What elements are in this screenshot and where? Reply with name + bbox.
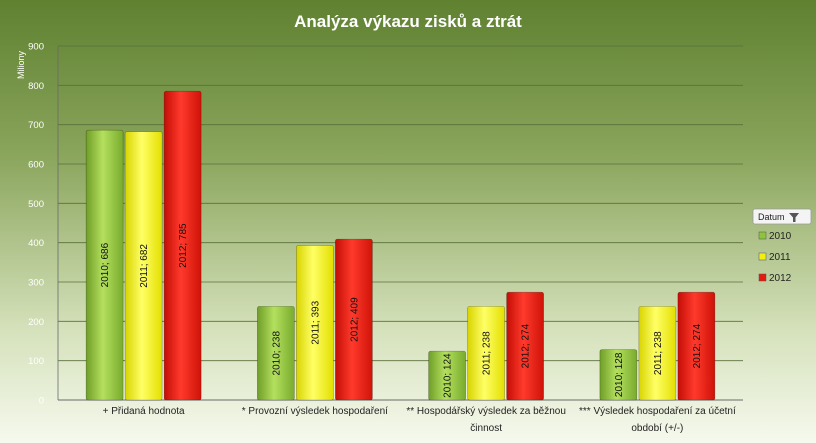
legend-swatch (758, 273, 767, 282)
data-label: 2010; 128 (614, 352, 625, 397)
bar-2012 (335, 238, 373, 401)
legend-label: 2010 (769, 231, 792, 242)
data-label: 2011; 238 (482, 331, 493, 375)
x-tick-label: *** Výsledek hospodaření za účetní (579, 406, 736, 417)
data-label: 2011; 238 (653, 331, 664, 375)
data-label: 2011; 682 (139, 244, 150, 288)
legend-swatch (758, 252, 767, 261)
bar-2011 (638, 306, 677, 401)
legend-label: 2011 (769, 252, 791, 263)
y-tick-label: 200 (28, 317, 44, 328)
legend-label: 2012 (769, 273, 792, 284)
data-label: 2010; 686 (100, 242, 111, 287)
x-tick-label: * Provozní výsledek hospodaření (242, 406, 388, 417)
x-tick-label: období (+/-) (631, 423, 683, 434)
y-tick-label: 0 (39, 396, 44, 407)
x-tick-label: + Přidaná hodnota (103, 406, 185, 417)
legend-swatch (758, 231, 767, 240)
data-label: 2011; 393 (310, 300, 321, 344)
data-label: 2010; 238 (271, 331, 282, 376)
filter-icon (789, 213, 799, 222)
x-tick-label: ** Hospodářský výsledek za běžnou (406, 406, 566, 417)
legend: Datum 2010 2011 2012 (752, 208, 812, 284)
x-tick-label: činnost (470, 423, 502, 434)
legend-item-2010: 2010 (758, 231, 792, 242)
y-tick-label: 100 (28, 356, 44, 367)
data-labels: 2010; 686 2011; 682 2012; 785 2010; 238 2011… (100, 223, 703, 398)
data-label: 2012; 785 (178, 223, 189, 268)
data-label: 2012; 274 (692, 323, 703, 368)
y-tick-label: 300 (28, 278, 44, 289)
bar-2011 (296, 245, 334, 401)
bar-2010 (85, 129, 124, 401)
y-tick-label: 400 (28, 238, 44, 249)
bar-2010 (428, 350, 466, 401)
y-axis-label: Miliony (16, 51, 26, 80)
bar-2012 (506, 291, 544, 401)
data-label: 2010; 124 (443, 353, 454, 398)
legend-item-2011: 2011 (758, 252, 791, 263)
legend-filter-button[interactable]: Datum (752, 208, 812, 225)
y-tick-labels: 0 100 200 300 400 500 600 700 800 900 (28, 42, 44, 407)
bar-2012 (163, 90, 202, 401)
bar-2010 (599, 349, 638, 401)
chart-title: Analýza výkazu zisků a ztrát (294, 12, 522, 31)
bar-2011 (124, 131, 163, 401)
data-label: 2012; 409 (349, 297, 360, 342)
y-tick-label: 600 (28, 160, 44, 171)
y-tick-label: 900 (28, 42, 44, 53)
y-tick-label: 500 (28, 199, 44, 210)
x-tick-labels: + Přidaná hodnota * Provozní výsledek hos… (103, 406, 736, 434)
bar-2012 (677, 291, 716, 401)
legend-header-label: Datum (758, 212, 785, 222)
bar-2011 (467, 306, 505, 401)
bars (85, 90, 716, 401)
y-tick-label: 700 (28, 120, 44, 131)
data-label: 2012; 274 (521, 323, 532, 368)
bar-2010 (257, 306, 295, 401)
y-tick-label: 800 (28, 81, 44, 92)
legend-item-2012: 2012 (758, 273, 792, 284)
